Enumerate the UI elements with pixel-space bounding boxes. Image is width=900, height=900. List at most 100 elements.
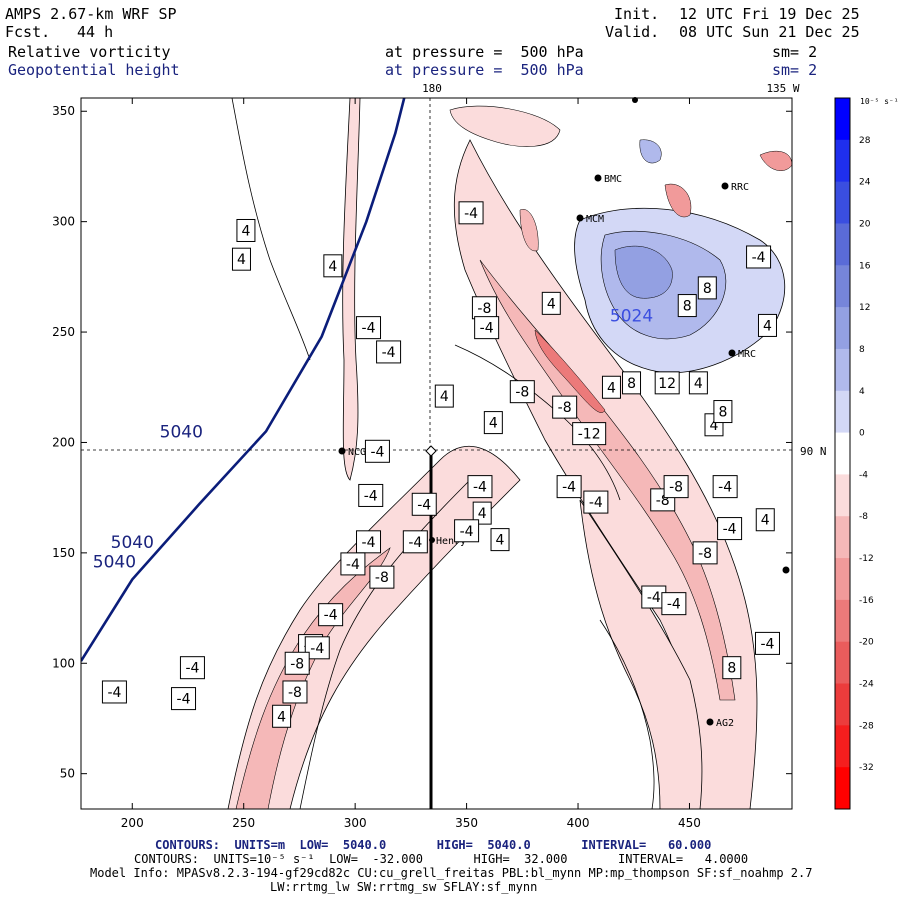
colorbar-tick-label: 20 [859,219,871,229]
vorticity-label: 4 [237,252,246,268]
vorticity-label-box [541,291,561,315]
station-dot-mrc [728,349,736,357]
vorticity-label: 5024 [610,307,653,327]
station-dot-edge [782,566,790,574]
station-dot-henry [429,537,435,543]
x-tick-label: 400 [567,816,590,830]
x-tick-label: 450 [678,816,701,830]
vorticity-label: -4 [417,497,431,513]
vorticity-label-box [304,636,330,660]
vorticity-label: -4 [718,480,732,496]
vorticity-label: 4 [496,533,505,549]
vorticity-label-box [677,294,697,318]
station-dot-rrc [721,182,729,190]
vorticity-label: -8 [288,685,302,701]
vorticity-label: 4 [489,416,498,432]
vorticity-label-box [323,254,343,278]
vorticity-patch-ne3 [664,183,692,218]
vorticity-label: -8 [669,480,683,496]
vorticity-label: -4 [589,495,603,511]
vorticity-label-box [179,656,205,680]
vorticity-label-box [654,371,680,395]
colorbar-tick-label: 8 [859,345,865,355]
init-label: Init. [614,5,660,23]
vorticity-label-box [490,528,510,552]
vorticity-patch-ne1 [759,150,792,171]
vorticity-label: 12 [658,376,676,392]
vorticity-label: -4 [723,522,737,538]
vorticity-band-east-dark [534,329,606,413]
vorticity-label-box [358,483,384,507]
vorticity-label-box [356,316,382,340]
smooth2: sm= 2 [772,61,818,79]
colorbar-frame [834,97,851,810]
station-label-henry: Henry [436,536,466,547]
vorticity-label: 4 [694,376,703,392]
x-tick-label: 250 [232,816,255,830]
colorbar-segment [835,725,850,768]
station-dot-ncg [338,447,346,455]
vorticity-label-box [474,316,500,340]
vorticity-label: -12 [578,427,601,443]
vorticity-label-box [171,687,197,711]
parallel-label-90n: 90 N [800,445,827,458]
colorbar-segment [835,265,850,308]
vorticity-label-box [284,651,310,675]
vorticity-label: 8 [718,405,727,421]
colorbar-segment [835,767,850,810]
colorbar-tick-label: -4 [859,470,868,480]
colorbar-tick-label: -20 [859,638,874,648]
vorticity-label-box [663,475,689,499]
meridian-label-180: 180 [422,82,442,95]
meridian-label-135w: 135 W [766,82,799,95]
vorticity-label: -4 [364,488,378,504]
colorbar-tick-label: -16 [859,596,874,606]
colorbar-segment [835,139,850,183]
vorticity-label-box [712,475,738,499]
colorbar-tick-label: -24 [859,680,874,690]
vorticity-fill-layer [227,98,792,809]
colorbar-tick-label: 0 [859,429,865,439]
colorbar-segment [835,307,850,350]
vorticity-area-blue-dark [614,245,673,299]
y-tick-label: 150 [52,546,75,560]
colorbar-tick-label: -32 [859,763,874,773]
vorticity-band-west-light [227,446,521,809]
colorbar-segment [835,98,850,141]
vorticity-label: -4 [667,597,681,613]
vorticity-label: -8 [290,656,304,672]
vorticity-label: -4 [362,535,376,551]
vorticity-area-blue-small [639,139,662,164]
smooth1: sm= 2 [772,43,818,61]
vorticity-label-box [369,565,395,589]
colorbar-segment [835,599,850,643]
init-time: 12 UTC Fri 19 Dec 25 [679,5,860,23]
vorticity-label-box [472,501,492,525]
footer-contour-geo: CONTOURS: UNITS=m LOW= 5040.0 HIGH= 5040… [155,838,712,852]
station-label-ncg: NCG [348,447,366,458]
colorbar-tick-label: 4 [859,387,865,397]
vorticity-label: 4 [607,380,616,396]
colorbar-segment [835,641,850,685]
colorbar-segment [835,474,850,517]
vorticity-label-box [467,475,493,499]
station-label-rrc: RRC [731,182,749,193]
vorticity-label-box [583,490,609,514]
vorticity-label-box [722,656,742,680]
colorbar-tick-label: -12 [859,554,874,564]
footer-contour-vort: CONTOURS: UNITS=10⁻⁵ s⁻¹ LOW= -32.000 HI… [134,852,749,866]
vorticity-contour-west [231,98,311,361]
vorticity-label-box [272,704,292,728]
geopotential-contour-5040 [81,98,406,662]
colorbar-segment [835,390,850,434]
vorticity-label: -4 [370,444,384,460]
vorticity-label-box [688,371,708,395]
vorticity-label: 4 [761,513,770,529]
colorbar-tick-label: -8 [859,512,868,522]
vorticity-contour-west2 [299,479,471,809]
vorticity-label: -8 [477,301,491,317]
x-tick-label: 300 [344,816,367,830]
y-tick-label: 100 [52,656,75,670]
vorticity-label: -4 [647,590,661,606]
